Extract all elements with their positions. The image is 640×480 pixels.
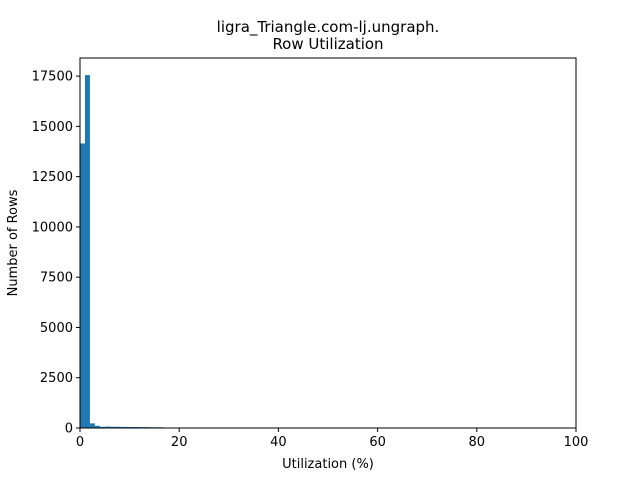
x-tick-label-3: 60 — [369, 435, 386, 450]
y-tick-label-2: 5000 — [40, 321, 73, 336]
chart-title-line-1: ligra_Triangle.com-lj.ungraph. — [217, 18, 440, 37]
y-tick-label-1: 2500 — [40, 371, 73, 386]
histogram-bar-2 — [89, 423, 95, 429]
y-tick-label-5: 12500 — [32, 170, 73, 185]
x-tick-label-2: 40 — [270, 435, 287, 450]
x-tick-label-1: 20 — [171, 435, 188, 450]
histogram-bar-9 — [124, 426, 130, 428]
x-axis-ticks: 0 20 40 60 80 100 — [76, 428, 589, 450]
y-tick-label-4: 10000 — [32, 220, 73, 235]
y-tick-label-7: 17500 — [32, 70, 73, 85]
histogram-bar-5 — [104, 426, 110, 428]
plot-frame — [79, 57, 577, 429]
histogram-bar-3 — [94, 425, 100, 428]
histogram-bar-6 — [109, 426, 115, 428]
chart-title-line-2: Row Utilization — [272, 35, 383, 53]
histogram-bar-7 — [114, 426, 120, 428]
x-tick-label-5: 100 — [564, 435, 589, 450]
y-tick-label-6: 15000 — [32, 120, 73, 135]
y-tick-label-0: 0 — [65, 422, 73, 437]
bars-group — [80, 75, 170, 429]
y-axis-label: Number of Rows — [6, 189, 21, 296]
histogram-bar-11 — [134, 426, 140, 428]
x-tick-label-4: 80 — [469, 435, 486, 450]
histogram-bar-10 — [129, 426, 135, 428]
histogram-bar-8 — [119, 426, 125, 428]
y-tick-label-3: 7500 — [40, 271, 73, 286]
histogram-bar-1 — [84, 75, 90, 428]
y-axis-ticks: 0 2500 5000 7500 10000 12500 15000 17500 — [32, 70, 80, 437]
x-tick-label-0: 0 — [76, 435, 84, 450]
histogram-bar-0 — [80, 143, 85, 428]
x-axis-label: Utilization (%) — [282, 457, 374, 472]
histogram-bar-4 — [99, 426, 105, 428]
